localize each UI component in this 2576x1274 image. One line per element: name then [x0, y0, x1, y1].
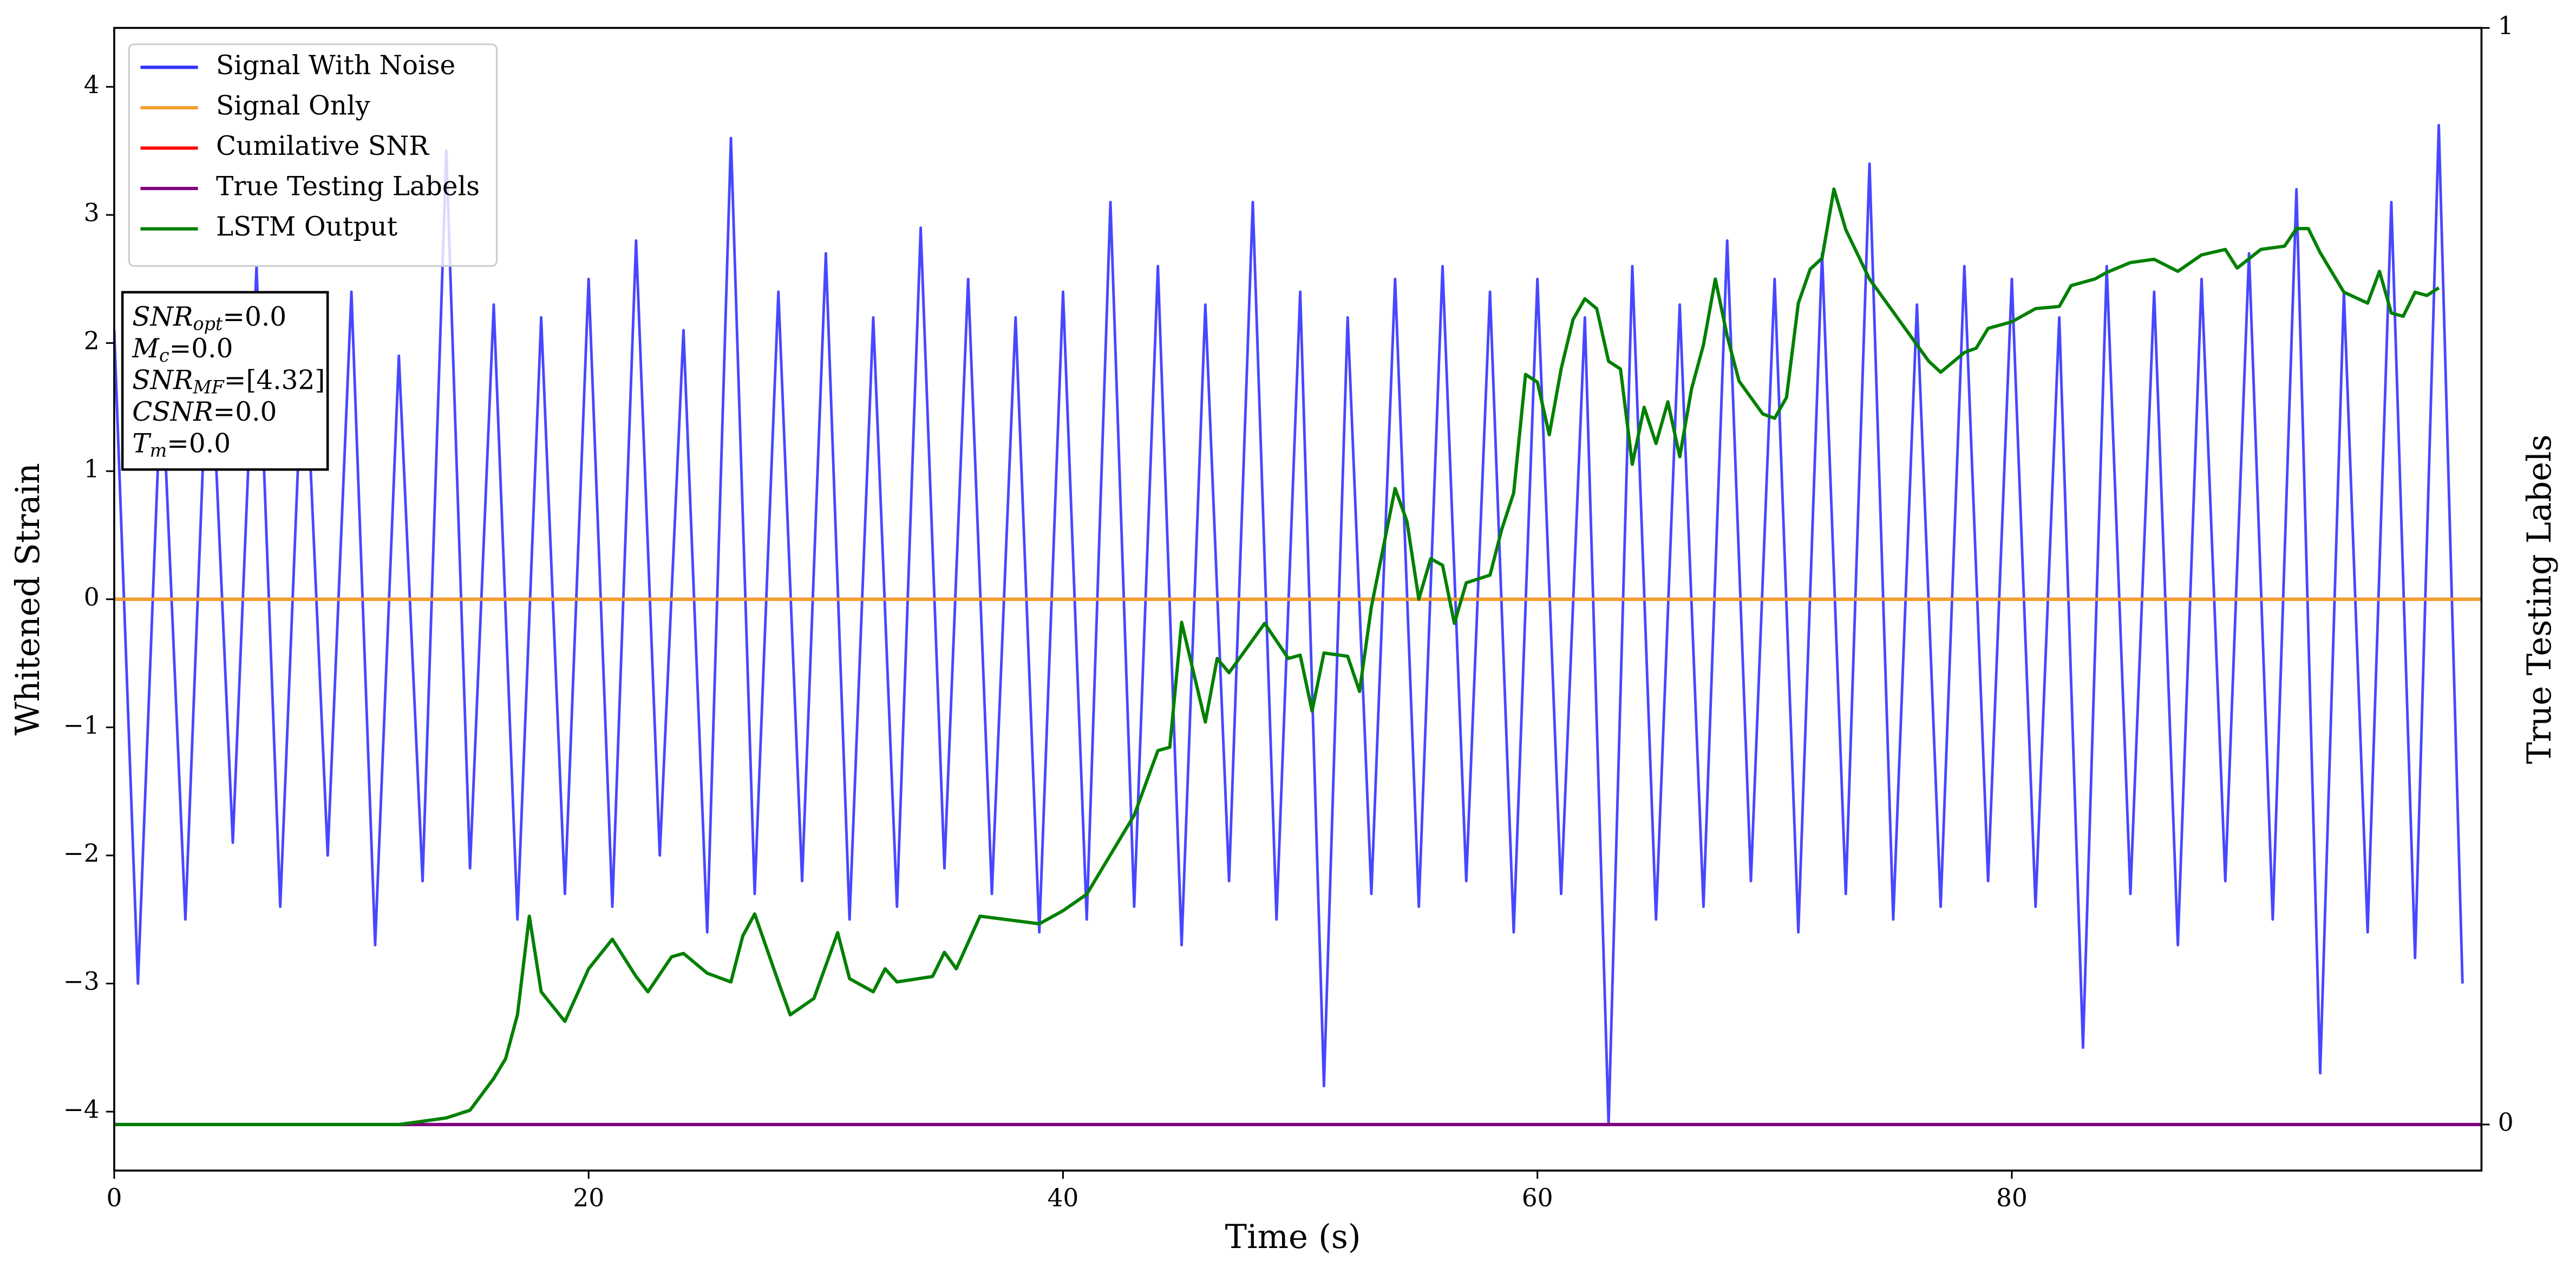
legend-label: Cumilative SNR [216, 131, 429, 161]
x-tick-label: 0 [106, 1184, 122, 1212]
y2-tick-label: 1 [2498, 11, 2514, 40]
legend-label: Signal With Noise [216, 50, 455, 81]
annotation: SNRopt=0.0 [132, 302, 286, 335]
annotation-rest: =0.0 [213, 396, 277, 427]
y2-tick-label: 0 [2498, 1108, 2514, 1136]
annotation-rest: =0.0 [223, 302, 286, 332]
y-tick-label: −3 [63, 967, 100, 996]
annotation-main: SNR [132, 302, 193, 332]
legend-box [128, 43, 498, 267]
annotation-main: CSNR [132, 396, 213, 427]
y-tick-label: −2 [63, 839, 100, 867]
annotation-rest: =[4.32] [224, 365, 325, 395]
annotation-main: SNR [132, 365, 193, 395]
legend-label: LSTM Output [216, 212, 398, 242]
annotation-main: T [132, 428, 152, 459]
x-tick-label: 60 [1522, 1184, 1553, 1212]
x-axis-label: Time (s) [1225, 1218, 1361, 1256]
legend-label: Signal Only [216, 90, 370, 121]
y-axis-label: Whitened Strain [9, 463, 47, 735]
annotation-sub: opt [193, 313, 223, 334]
annotation-sub: m [150, 440, 167, 461]
y-tick-label: −4 [63, 1095, 100, 1124]
y-tick-label: 0 [84, 583, 100, 611]
x-tick-label: 40 [1048, 1184, 1079, 1212]
annotation: CSNR=0.0 [132, 396, 277, 427]
annotation-main: M [132, 333, 160, 363]
y-tick-label: 1 [84, 455, 100, 484]
y2-axis-label: True Testing Labels [2521, 434, 2559, 764]
x-tick-label: 80 [1996, 1184, 2028, 1212]
annotation-rest: =0.0 [167, 428, 231, 459]
y-tick-label: 4 [84, 70, 100, 99]
series-line [114, 123, 2464, 1126]
annotation: Mc=0.0 [132, 333, 233, 366]
annotation-rest: =0.0 [169, 333, 233, 363]
annotation-box [121, 291, 329, 471]
series-line [114, 187, 2440, 1126]
y-tick-label: −1 [63, 711, 100, 740]
annotation-sub: MF [193, 376, 225, 397]
x-tick-label: 20 [573, 1184, 604, 1212]
annotation-sub: c [159, 345, 169, 366]
y-tick-label: 2 [84, 326, 100, 355]
annotation: Tm=0.0 [132, 428, 231, 461]
y-tick-label: 3 [84, 198, 100, 227]
annotation: SNRMF=[4.32] [132, 365, 325, 398]
legend-label: True Testing Labels [216, 172, 480, 202]
